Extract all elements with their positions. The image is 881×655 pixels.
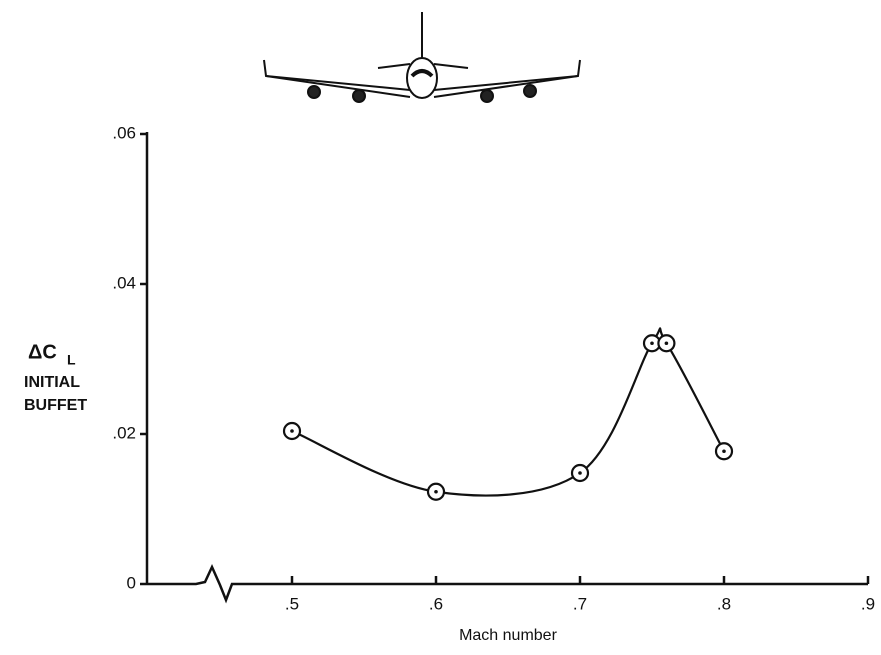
data-point-dot (578, 471, 582, 475)
y-label-subscript: L (67, 352, 76, 368)
x-tick-label: .9 (861, 594, 875, 613)
y-tick-label: .06 (112, 123, 136, 142)
y-tick-label: .02 (112, 423, 136, 442)
curve (291, 327, 725, 497)
airplane-illustration (263, 12, 581, 103)
y-label-symbol: ΔC (28, 341, 57, 363)
y-label-line: INITIAL (24, 374, 80, 391)
y-tick-label: 0 (127, 573, 136, 592)
x-label: Mach number (459, 627, 557, 644)
data-point-dot (434, 489, 438, 494)
data-point-dot (650, 341, 654, 346)
data-point-dot (290, 429, 294, 433)
x-tick-label: .6 (429, 594, 443, 613)
data-point-dot (722, 449, 726, 454)
y-label-line: BUFFET (24, 397, 87, 414)
x-tick-label: .5 (285, 594, 299, 613)
axes (145, 132, 868, 604)
y-tick-label: .04 (112, 273, 136, 292)
data-point-dot (664, 341, 669, 346)
x-tick-label: .7 (573, 594, 587, 613)
x-tick-label: .8 (717, 594, 731, 613)
